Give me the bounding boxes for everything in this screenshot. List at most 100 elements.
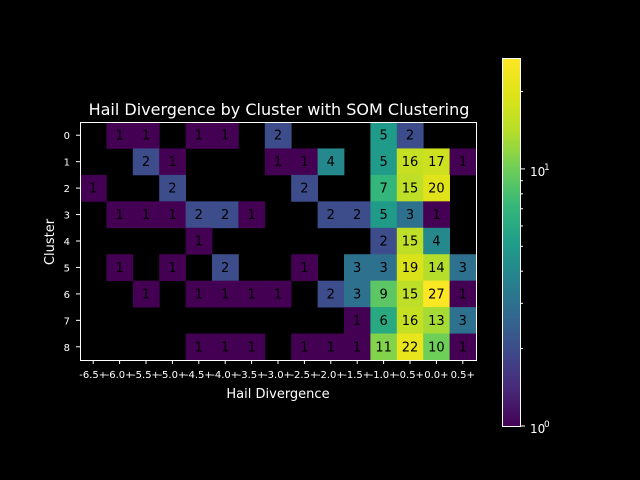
heatmap-cell (264, 148, 292, 176)
heatmap-cell (159, 201, 186, 229)
heatmap-cell (344, 333, 371, 361)
cell-value-label: 1 (221, 287, 229, 302)
cell-value-label: 1 (221, 340, 229, 355)
x-tick-label: -6.0+ (106, 370, 134, 381)
cell-value-label: 5 (379, 129, 387, 144)
heatmap-cell (238, 333, 266, 361)
cell-value-label: 1 (300, 340, 308, 355)
colorbar (502, 58, 521, 427)
cell-value-label: 1 (247, 340, 255, 355)
heatmap-cell (449, 148, 477, 176)
heatmap-cell (370, 333, 398, 361)
cell-value-label: 16 (402, 314, 419, 329)
heatmap-cell (264, 280, 292, 308)
y-axis-label: Cluster (43, 218, 58, 265)
heatmap-cell (423, 307, 450, 334)
cell-value-label: 1 (195, 235, 203, 250)
cell-value-label: 1 (89, 182, 97, 197)
heatmap-cell (132, 280, 160, 308)
heatmap-cell (370, 148, 398, 176)
heatmap-cell (449, 333, 477, 361)
heatmap-cell (159, 148, 186, 176)
cell-value-label: 11 (375, 340, 392, 355)
cell-value-label: 1 (300, 155, 308, 170)
heatmap-cell (344, 307, 371, 334)
cell-value-label: 2 (406, 129, 414, 144)
cell-value-label: 6 (379, 314, 387, 329)
heatmap-cell (185, 201, 213, 229)
heatmap-cell (370, 174, 398, 202)
heatmap-cell (423, 174, 450, 202)
heatmap-cell (291, 254, 318, 282)
heatmap-cell (423, 227, 450, 255)
y-tick-label: 5 (64, 263, 70, 274)
heatmap-cell (449, 280, 477, 308)
cell-value-label: 1 (168, 155, 176, 170)
heatmap-cell (370, 307, 398, 334)
y-tick-label: 1 (64, 158, 70, 169)
heatmap-cell (132, 148, 160, 176)
heatmap-cell (423, 148, 450, 176)
heatmap-cell (238, 201, 266, 229)
heatmap-cell (185, 333, 213, 361)
heatmap-cell (106, 254, 134, 282)
heatmap-cell (80, 174, 107, 202)
heatmap-cell (396, 254, 424, 282)
cell-value-label: 1 (142, 129, 150, 144)
cell-value-label: 2 (379, 235, 387, 250)
x-tick-label: -6.5+ (79, 370, 107, 381)
heatmap-cell (449, 254, 477, 282)
heatmap-cell (423, 280, 450, 308)
cell-value-label: 19 (402, 261, 419, 276)
cell-value-label: 27 (428, 287, 445, 302)
cell-value-label: 1 (221, 129, 229, 144)
colorbar-label-top-exp: 1 (544, 163, 550, 173)
heatmap-cell (344, 280, 371, 308)
cell-value-label: 9 (379, 287, 387, 302)
x-tick-label: 0.0+ (424, 370, 448, 381)
heatmap-cell (238, 280, 266, 308)
colorbar-label-bottom-base: 10 (530, 422, 545, 436)
cell-value-label: 20 (428, 182, 445, 197)
heatmap-cell (423, 333, 450, 361)
heatmap-cell (370, 254, 398, 282)
cell-value-label: 17 (428, 155, 445, 170)
heatmap-cell (423, 254, 450, 282)
heatmap-cell (344, 201, 371, 229)
heatmap-cell (159, 174, 186, 202)
heatmap-cell (159, 254, 186, 282)
cell-value-label: 3 (353, 261, 361, 276)
x-tick-label: -0.5+ (396, 370, 424, 381)
cell-value-label: 2 (142, 155, 150, 170)
heatmap-cell (396, 307, 424, 334)
chart-title: Hail Divergence by Cluster with SOM Clus… (89, 100, 470, 119)
heatmap-cell (212, 122, 239, 149)
colorbar-label-bottom-exp: 0 (544, 420, 550, 430)
cell-value-label: 1 (432, 208, 440, 223)
heatmap-cell (396, 333, 424, 361)
heatmap-cell (212, 333, 239, 361)
cell-value-label: 2 (221, 261, 229, 276)
heatmap-cell (106, 201, 134, 229)
heatmap-cell (396, 280, 424, 308)
x-tick-label: -1.5+ (343, 370, 371, 381)
heatmap-cell (132, 201, 160, 229)
heatmap-cell (185, 280, 213, 308)
x-tick-label: -4.0+ (211, 370, 239, 381)
x-axis-ticks: -6.5+-6.0+-5.5+-5.0+-4.5+-4.0+-3.5+-3.0+… (79, 360, 475, 381)
x-tick-label: -3.0+ (264, 370, 292, 381)
cell-value-label: 1 (115, 261, 123, 276)
heatmap-cell (396, 148, 424, 176)
cell-value-label: 2 (327, 208, 335, 223)
cell-value-label: 1 (168, 261, 176, 276)
heatmap-cell (370, 227, 398, 255)
heatmap-cell (370, 122, 398, 149)
heatmap-cell (449, 307, 477, 334)
cell-value-label: 1 (142, 208, 150, 223)
cell-value-label: 3 (459, 261, 467, 276)
heatmap-cell (370, 280, 398, 308)
cell-value-label: 15 (402, 235, 419, 250)
heatmap-cell (396, 227, 424, 255)
cell-value-label: 1 (168, 208, 176, 223)
